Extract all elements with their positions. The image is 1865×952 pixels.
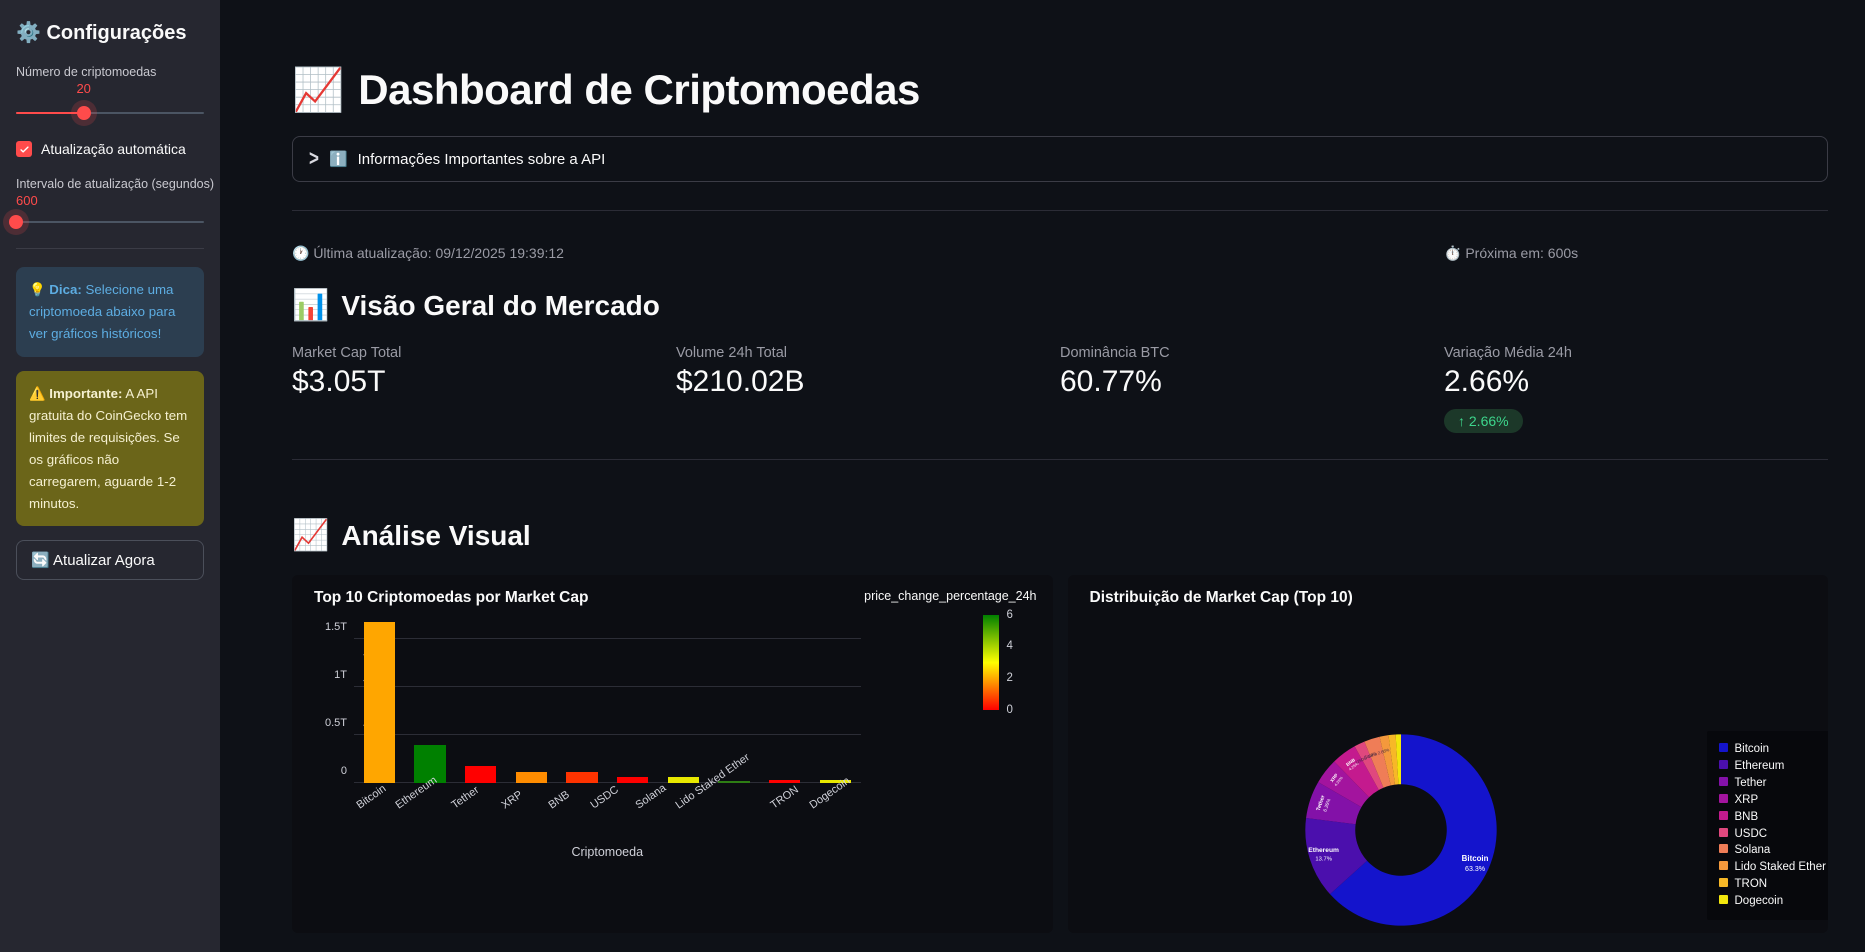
- svg-text:Ethereum: Ethereum: [1308, 847, 1339, 854]
- svg-text:63.3%: 63.3%: [1465, 866, 1486, 873]
- svg-text:Bitcoin: Bitcoin: [1461, 854, 1488, 863]
- svg-text:13.7%: 13.7%: [1315, 856, 1331, 862]
